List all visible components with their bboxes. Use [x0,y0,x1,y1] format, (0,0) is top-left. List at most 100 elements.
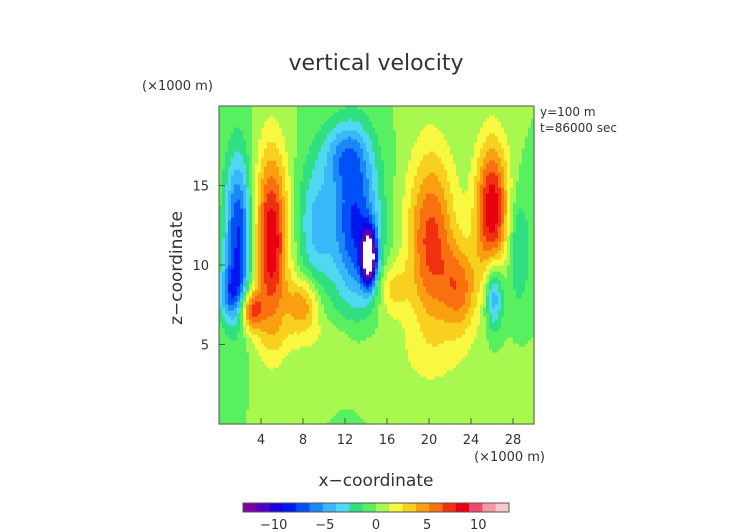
heatmap-cell [348,280,352,284]
heatmap-cell [225,259,229,263]
heatmap-cell [270,136,274,140]
heatmap-cell [252,136,256,140]
heatmap-cell [321,154,325,158]
heatmap-cell [333,325,337,329]
heatmap-cell [261,253,265,257]
heatmap-cell [333,355,337,359]
heatmap-cell [261,202,265,206]
heatmap-cell [300,253,304,257]
heatmap-cell [333,304,337,308]
heatmap-cell [270,355,274,359]
heatmap-cell [255,343,259,347]
heatmap-cell [324,238,328,242]
heatmap-cell [282,268,286,272]
heatmap-cell [288,211,292,215]
heatmap-cell [270,274,274,278]
heatmap-cell [273,271,277,275]
heatmap-cell [279,271,283,275]
heatmap-cell [279,244,283,248]
heatmap-cell [228,343,232,347]
heatmap-cell [249,139,253,143]
heatmap-cell [237,328,241,332]
heatmap-cell [225,337,229,341]
heatmap-cell [318,379,322,383]
heatmap-cell [252,286,256,290]
heatmap-cell [303,286,307,290]
heatmap-cell [279,382,283,386]
heatmap-cell [273,175,277,179]
heatmap-cell [354,382,358,386]
heatmap-cell [228,283,232,287]
heatmap-cell [285,364,289,368]
heatmap-cell [324,220,328,224]
heatmap-cell [270,397,274,401]
heatmap-cell [276,262,280,266]
heatmap-cell [282,394,286,398]
heatmap-cell [291,343,295,347]
heatmap-cell [219,247,223,251]
heatmap-cell [309,256,313,260]
heatmap-cell [291,334,295,338]
heatmap-cell [312,409,316,413]
heatmap-cell [357,340,361,344]
heatmap-cell [312,202,316,206]
heatmap-cell [333,139,337,143]
heatmap-cell [273,325,277,329]
heatmap-cell [303,268,307,272]
heatmap-cell [285,112,289,116]
heatmap-cell [234,295,238,299]
heatmap-cell [354,202,358,206]
heatmap-cell [276,370,280,374]
heatmap-cell [231,292,235,296]
heatmap-cell [297,127,301,131]
heatmap-cell [294,244,298,248]
heatmap-cell [300,187,304,191]
heatmap-cell [312,250,316,254]
heatmap-cell [312,220,316,224]
heatmap-cell [342,241,346,245]
heatmap-cell [246,376,250,380]
heatmap-cell [222,331,226,335]
heatmap-cell [330,163,334,167]
heatmap-cell [357,358,361,362]
heatmap-cell [279,265,283,269]
heatmap-cell [234,241,238,245]
heatmap-cell [330,127,334,131]
heatmap-cell [228,289,232,293]
heatmap-cell [288,271,292,275]
heatmap-cell [297,172,301,176]
heatmap-cell [348,175,352,179]
heatmap-cell [258,355,262,359]
heatmap-cell [237,154,241,158]
heatmap-cell [246,169,250,173]
heatmap-cell [258,178,262,182]
heatmap-cell [306,394,310,398]
heatmap-cell [291,145,295,149]
heatmap-cell [330,241,334,245]
heatmap-cell [312,109,316,113]
heatmap-cell [336,202,340,206]
heatmap-cell [321,172,325,176]
heatmap-cell [345,379,349,383]
heatmap-cell [333,277,337,281]
heatmap-cell [273,205,277,209]
heatmap-cell [219,250,223,254]
heatmap-cell [333,421,337,425]
heatmap-cell [222,247,226,251]
heatmap-cell [225,217,229,221]
heatmap-cell [237,151,241,155]
heatmap-cell [300,256,304,260]
heatmap-cell [273,169,277,173]
heatmap-cell [267,283,271,287]
heatmap-cell [258,244,262,248]
heatmap-cell [306,361,310,365]
heatmap-cell [309,280,313,284]
heatmap-cell [243,235,247,239]
heatmap-cell [324,244,328,248]
heatmap-cell [285,397,289,401]
heatmap-cell [243,355,247,359]
heatmap-cell [282,421,286,425]
heatmap-cell [291,349,295,353]
heatmap-cell [264,391,268,395]
heatmap-cell [300,346,304,350]
